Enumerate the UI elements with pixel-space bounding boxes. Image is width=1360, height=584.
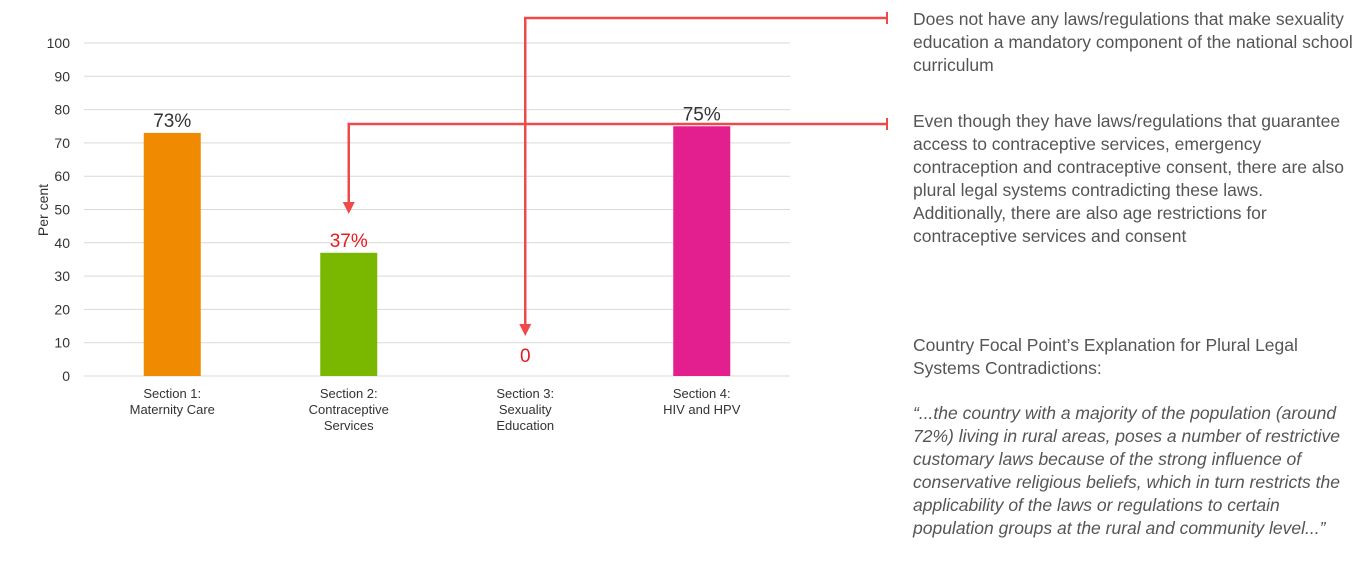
annotation-arrows [342, 12, 888, 336]
value-labels: 73% 37% 0 75% [153, 104, 721, 367]
x-tick-label: Section 4: HIV and HPV [663, 386, 741, 417]
y-tick-label: 50 [54, 202, 70, 218]
y-tick-label: 10 [54, 335, 70, 351]
y-tick-label: 40 [54, 235, 70, 251]
y-axis-ticks: 0 10 20 30 40 50 60 70 80 90 100 [47, 35, 71, 384]
x-tick-label: Section 3: Sexuality Education [496, 386, 554, 433]
contraceptive-services-arrow [342, 118, 888, 214]
explanation-quote: “...the country with a majority of the p… [913, 403, 1340, 538]
y-axis-label: Per cent [35, 184, 51, 236]
y-tick-label: 60 [54, 168, 70, 184]
bars [143, 126, 731, 376]
gridlines [84, 42, 790, 377]
category-labels: Section 1: Maternity Care Section 2: Contra… [130, 386, 741, 433]
y-tick-label: 30 [54, 268, 70, 284]
y-tick-label: 70 [54, 135, 70, 151]
y-tick-label: 20 [54, 301, 70, 317]
data-label: 0 [520, 346, 531, 367]
contraceptive-services-note: Even though they have laws/regulations t… [913, 111, 1344, 246]
x-tick-label: Section 2: Contraceptive Services [309, 386, 389, 433]
bar [143, 132, 201, 376]
data-label: 75% [683, 104, 721, 125]
data-label: 73% [153, 111, 191, 132]
y-tick-label: 80 [54, 102, 70, 118]
sexuality-education-note: Does not have any laws/regulations that … [913, 9, 1353, 75]
y-tick-label: 0 [62, 368, 70, 384]
bar [673, 126, 731, 376]
sexuality-education-arrow [519, 12, 888, 336]
bar [320, 252, 378, 376]
explanation-title: Country Focal Point’s Explanation for Pl… [913, 335, 1298, 378]
y-tick-label: 90 [54, 68, 70, 84]
data-label: 37% [330, 231, 368, 252]
y-tick-label: 100 [47, 35, 71, 51]
x-tick-label: Section 1: Maternity Care [130, 386, 215, 417]
